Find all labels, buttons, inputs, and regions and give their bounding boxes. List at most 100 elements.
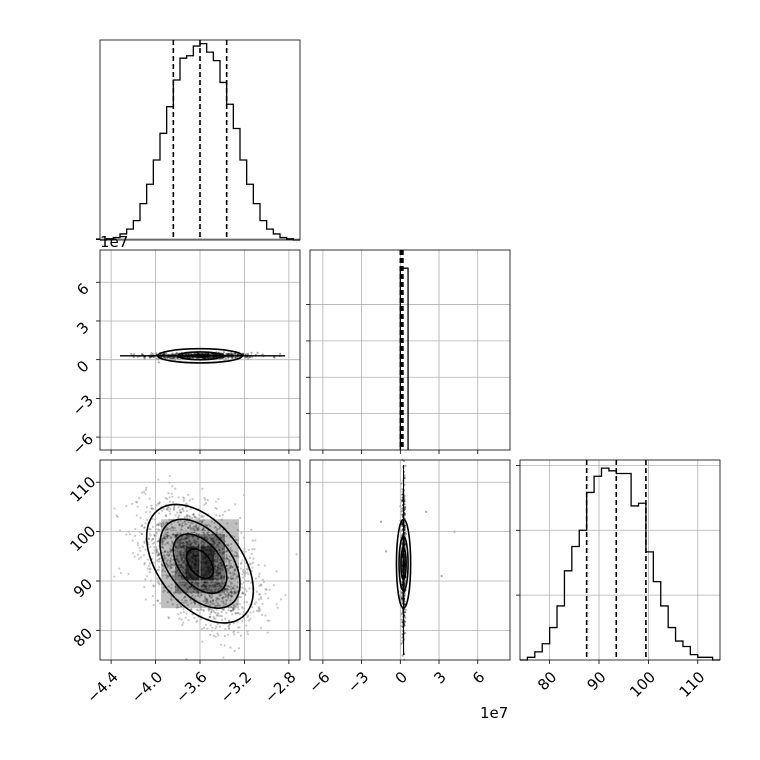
- scatter-point: [183, 556, 186, 559]
- scatter-point: [216, 566, 220, 570]
- scatter-point: [167, 554, 170, 557]
- scatter-point: [241, 619, 244, 622]
- scatter-point: [190, 521, 193, 525]
- scatter-point: [180, 564, 183, 567]
- scatter-point: [214, 556, 218, 559]
- scatter-point: [206, 498, 209, 502]
- scatter-point: [113, 507, 116, 510]
- scatter-point: [190, 592, 193, 595]
- scatter-point: [212, 543, 215, 546]
- scatter-point: [185, 584, 188, 587]
- scatter-point: [145, 518, 149, 522]
- scatter-point: [227, 592, 230, 595]
- scatter-point: [132, 355, 135, 359]
- scatter-point: [214, 584, 217, 587]
- scatter-point: [157, 582, 160, 585]
- scatter-point: [235, 554, 238, 557]
- scatter-point: [247, 619, 251, 622]
- lower-2-0-xtick-label-4: −2.8: [261, 668, 299, 706]
- scatter-point: [208, 595, 212, 599]
- scatter-point: [162, 536, 165, 540]
- scatter-point: [155, 357, 158, 360]
- scatter-point: [209, 356, 213, 359]
- scatter-point: [225, 549, 228, 553]
- scatter-point: [200, 627, 204, 631]
- scatter-point: [182, 499, 185, 502]
- scatter-point: [158, 501, 161, 504]
- scatter-point: [171, 558, 175, 562]
- scatter-point: [175, 558, 178, 561]
- scatter-point: [215, 574, 218, 577]
- scatter-point: [196, 584, 199, 587]
- scatter-point: [197, 527, 200, 530]
- scatter-point: [222, 596, 225, 599]
- scatter-point: [231, 613, 234, 616]
- scatter-point: [233, 590, 236, 593]
- scatter-point: [161, 539, 164, 542]
- scatter-point: [217, 573, 220, 577]
- scatter-point: [159, 522, 162, 526]
- scatter-point: [211, 540, 215, 543]
- scatter-point: [251, 548, 254, 551]
- scatter-point: [170, 583, 173, 586]
- scatter-point: [220, 574, 223, 577]
- scatter-point: [246, 352, 250, 356]
- scatter-point: [224, 550, 227, 554]
- scatter-point: [184, 616, 187, 619]
- scatter-point: [173, 576, 176, 579]
- lower-1-0-ytick-label-2: 0: [73, 357, 92, 376]
- scatter-point: [214, 583, 217, 587]
- scatter-point: [172, 506, 175, 509]
- scatter-point: [170, 566, 173, 569]
- scatter-point: [179, 532, 182, 535]
- scatter-point: [180, 565, 183, 568]
- scatter-point: [210, 608, 213, 611]
- scatter-point: [401, 542, 404, 545]
- scatter-point: [215, 574, 218, 577]
- scatter-point: [240, 561, 243, 565]
- scatter-point: [184, 537, 187, 540]
- scatter-point: [157, 539, 160, 543]
- scatter-point: [227, 352, 230, 355]
- scatter-point: [216, 597, 219, 600]
- scatter-point: [205, 583, 208, 586]
- scatter-point: [194, 542, 197, 545]
- scatter-point: [204, 581, 207, 584]
- scatter-point: [183, 544, 186, 547]
- scatter-point: [204, 623, 208, 626]
- scatter-point: [205, 585, 208, 588]
- scatter-point: [166, 507, 169, 510]
- scatter-point: [229, 610, 233, 613]
- scatter-point: [158, 557, 161, 560]
- scatter-point: [206, 587, 209, 590]
- scatter-point: [215, 571, 218, 574]
- scatter-point: [222, 600, 225, 603]
- scatter-point: [260, 597, 263, 600]
- scatter-point: [234, 591, 237, 594]
- scatter-point: [219, 585, 223, 588]
- scatter-point: [230, 589, 233, 592]
- scatter-point: [212, 617, 216, 620]
- scatter-point: [166, 505, 169, 509]
- scatter-point: [193, 528, 196, 531]
- scatter-point: [255, 609, 258, 612]
- scatter-point: [179, 511, 182, 514]
- scatter-point: [222, 577, 225, 580]
- scatter-point: [233, 605, 236, 608]
- scatter-point: [217, 612, 220, 615]
- scatter-point: [215, 537, 219, 540]
- scatter-point: [215, 573, 218, 576]
- scatter-point: [401, 641, 404, 644]
- scatter-point: [157, 478, 160, 481]
- scatter-point: [162, 586, 165, 589]
- scatter-point: [401, 592, 404, 595]
- scatter-point: [227, 585, 230, 588]
- scatter-point: [400, 510, 403, 513]
- scatter-point: [241, 559, 244, 562]
- scatter-point: [216, 582, 219, 586]
- scatter-point: [225, 555, 228, 559]
- scatter-point: [176, 534, 179, 537]
- scatter-point: [403, 507, 407, 510]
- scatter-point: [175, 534, 178, 537]
- scatter-point: [227, 353, 231, 356]
